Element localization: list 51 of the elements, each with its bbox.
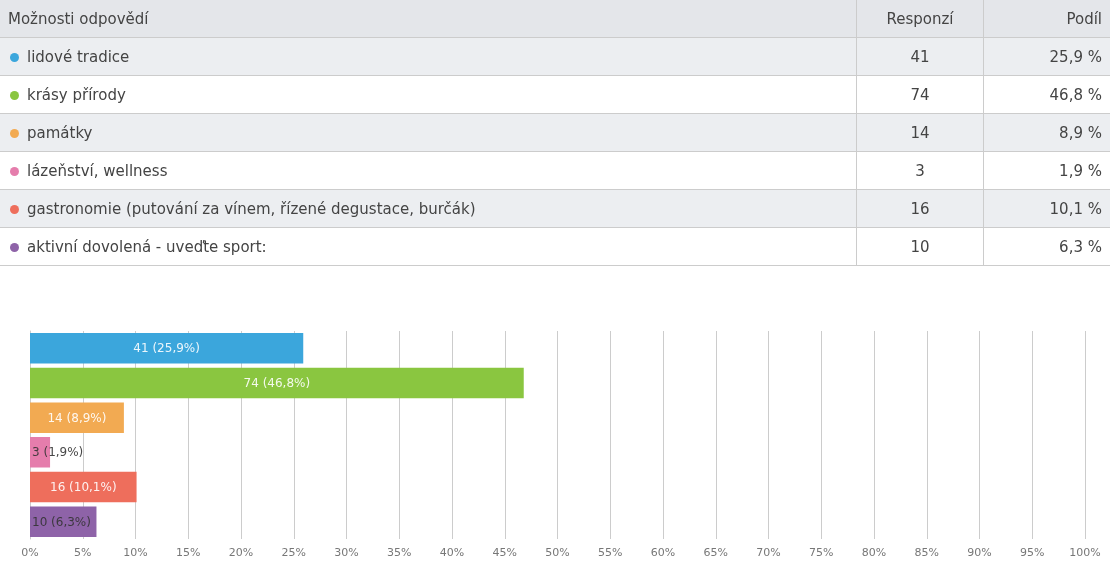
x-tick-label: 70%: [756, 546, 781, 559]
text: Možnosti odpovědí: [0, 0, 857, 38]
bar: [30, 471, 137, 503]
text: 10: [856, 227, 984, 266]
text: lázeňství, wellness: [0, 151, 857, 190]
x-tick-label: 20%: [228, 546, 254, 559]
x-tick-label: 15%: [176, 546, 201, 559]
x-tick-label: 65%: [703, 546, 728, 559]
x-tick-label: 0%: [21, 546, 39, 559]
x-tick-label: 55%: [598, 546, 623, 559]
x-tick-label: 95%: [1020, 546, 1045, 559]
x-tick-label: 30%: [334, 546, 359, 559]
text: gastronomie (putování za vínem, řízené degustace, burčák): [0, 189, 857, 228]
x-tick-label: 75%: [809, 546, 834, 559]
data-label: 14 (8,9%): [47, 410, 107, 425]
x-tick-label: 80%: [861, 546, 887, 559]
x-tick-label: 10%: [123, 546, 148, 559]
data-label: 10 (6,3%): [32, 514, 91, 529]
x-tick-label: 100%: [1069, 546, 1101, 559]
text: 46,8 %: [983, 75, 1110, 114]
text: 16: [856, 189, 984, 228]
x-tick-label: 85%: [914, 546, 939, 559]
text: 10,1 %: [983, 189, 1110, 228]
text: památky: [0, 113, 857, 152]
text: 1,9 %: [983, 151, 1110, 190]
x-tick-label: 5%: [74, 546, 92, 559]
x-tick-label: 40%: [439, 546, 465, 559]
bar: [30, 333, 304, 364]
x-tick-label: 35%: [387, 546, 412, 559]
text: 25,9 %: [983, 37, 1110, 76]
text: lidové tradice: [0, 37, 857, 76]
text: 74: [856, 75, 984, 114]
data-label: 74 (46,8%): [243, 376, 311, 390]
text: 14: [856, 113, 984, 152]
text: krásy přírody: [0, 75, 857, 114]
x-tick-label: 60%: [650, 546, 676, 559]
x-tick-label: 45%: [492, 546, 517, 559]
text: 41: [856, 37, 984, 76]
bar: [30, 402, 124, 433]
text: 6,3 %: [983, 227, 1110, 266]
text: 3: [856, 151, 984, 190]
text: aktivní dovolená - uveďte sport:: [0, 227, 857, 266]
bar: [30, 367, 524, 399]
data-label: 16 (10,1%): [49, 480, 117, 494]
x-tick-label: 50%: [545, 546, 570, 559]
x-tick-label: 25%: [281, 546, 306, 559]
x-tick-label: 90%: [967, 546, 992, 559]
text: Podíl: [983, 0, 1110, 38]
text: Responzí: [856, 0, 984, 38]
text: 8,9 %: [983, 113, 1110, 152]
data-label: 41 (25,9%): [133, 341, 200, 356]
